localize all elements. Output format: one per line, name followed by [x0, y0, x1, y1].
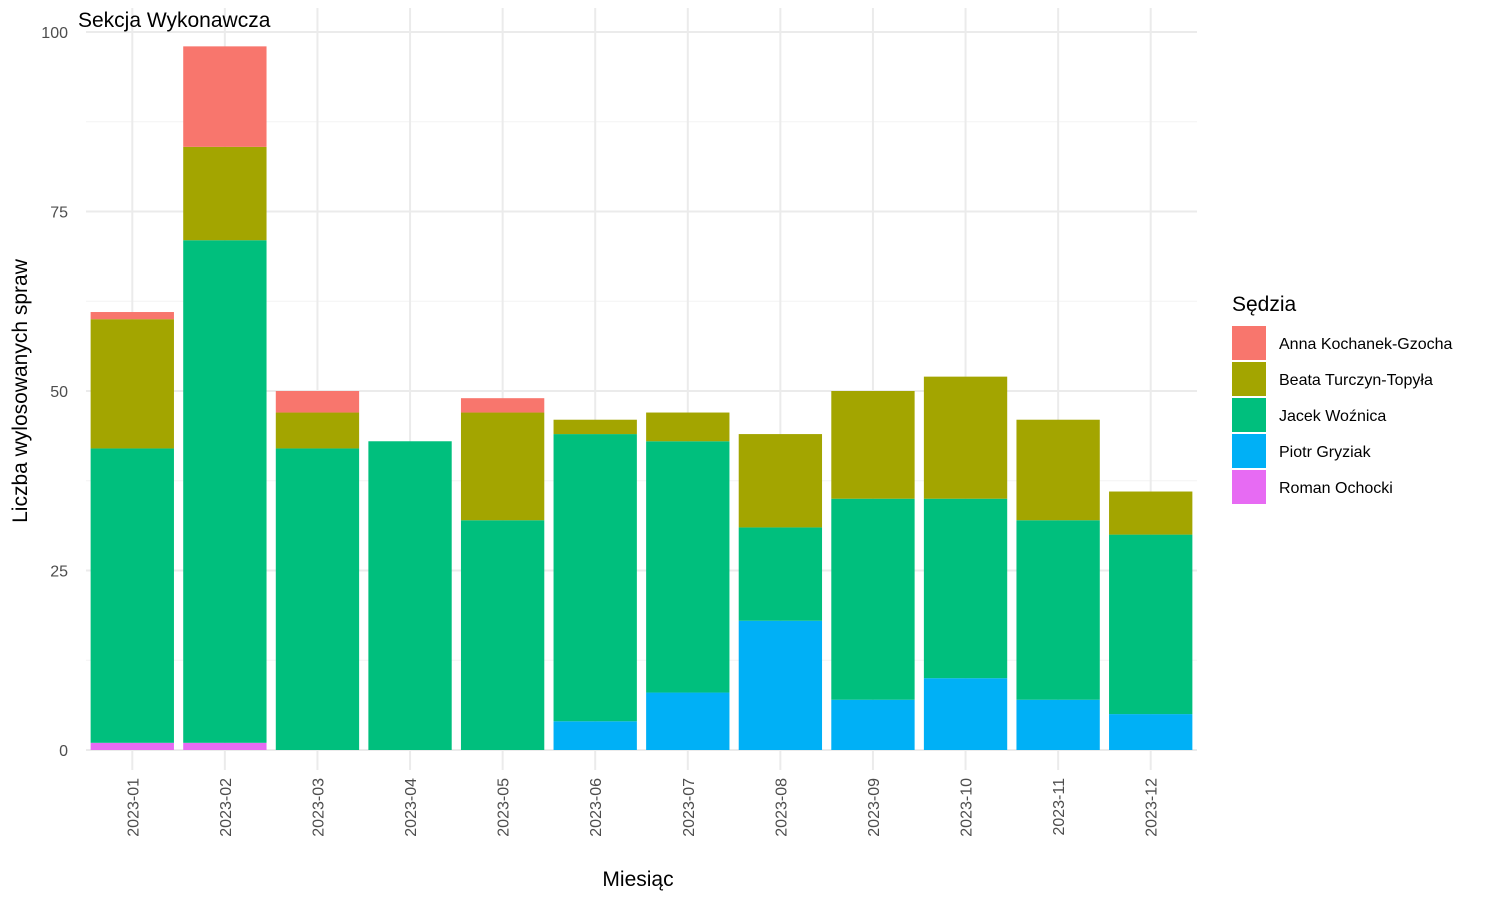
bar-segment: Beata Turczyn-Topyła: 13	[183, 146, 267, 241]
legend-label: Beata Turczyn-Topyła	[1279, 372, 1433, 389]
y-axis-ticks: 0 25 50 75 100	[41, 25, 68, 760]
bar-segment: Beata Turczyn-Topyła: 4	[646, 412, 730, 442]
y-tick-label: 0	[59, 743, 68, 760]
bar-segment: Piotr Gryziak: 8	[646, 692, 730, 750]
bar-segment: Beata Turczyn-Topyła: 2	[553, 419, 637, 435]
bar-segment: Piotr Gryziak: 10	[923, 678, 1008, 750]
legend-swatch	[1232, 362, 1266, 396]
bar-segment: Piotr Gryziak: 7	[831, 699, 915, 750]
y-tick-label: 50	[50, 384, 68, 401]
bar-segment: Beata Turczyn-Topyła: 13	[738, 434, 823, 528]
x-tick-label: 2023-12	[1144, 778, 1161, 837]
bar-segment: Beata Turczyn-Topyła: 14	[1016, 419, 1100, 521]
bar-segment: Anna Kochanek-Gzocha: 2	[460, 398, 545, 413]
bar-segment: Jacek Woźnica: 41	[90, 448, 174, 743]
legend-swatch	[1232, 470, 1266, 504]
legend-label: Piotr Gryziak	[1279, 444, 1372, 461]
legend-title: Sędzia	[1232, 293, 1297, 316]
chart-title: Sekcja Wykonawcza	[78, 9, 271, 32]
bar-segment: Roman Ochocki: 1	[90, 742, 174, 750]
bar-segment: Beata Turczyn-Topyła: 18	[90, 319, 174, 449]
x-tick-label: 2023-11	[1051, 778, 1068, 836]
legend-swatch	[1232, 398, 1266, 432]
y-axis-title: Liczba wylosowanych spraw	[9, 258, 32, 523]
bar-segment: Jacek Woźnica: 32	[460, 520, 545, 750]
bar-segment: Beata Turczyn-Topyła: 17	[923, 376, 1008, 499]
legend-label: Jacek Woźnica	[1279, 408, 1386, 425]
bar-segment: Anna Kochanek-Gzocha: 3	[275, 391, 360, 413]
legend-label: Anna Kochanek-Gzocha	[1279, 336, 1453, 353]
x-axis-title: Miesiąc	[602, 868, 673, 891]
bar-segment: Piotr Gryziak: 4	[553, 721, 637, 750]
legend-swatch	[1232, 326, 1266, 360]
x-tick-label: 2023-01	[125, 778, 142, 837]
bar-segment: Beata Turczyn-Topyła: 15	[460, 412, 545, 521]
legend-swatch	[1232, 434, 1266, 468]
x-tick-label: 2023-04	[403, 778, 420, 837]
x-tick-label: 2023-05	[496, 778, 513, 837]
y-tick-label: 25	[50, 564, 68, 581]
y-tick-label: 75	[50, 205, 68, 222]
y-tick-label: 100	[41, 25, 68, 42]
bar-segment: Anna Kochanek-Gzocha: 1	[90, 312, 174, 320]
bar-segment: Jacek Woźnica: 25	[923, 498, 1008, 679]
x-tick-label: 2023-06	[588, 778, 605, 837]
x-tick-label: 2023-03	[310, 778, 327, 837]
bar-segment: Jacek Woźnica: 70	[183, 240, 267, 743]
bar-segment: Piotr Gryziak: 5	[1109, 714, 1193, 750]
bar-segment: Jacek Woźnica: 13	[738, 527, 823, 621]
bar-segment: Jacek Woźnica: 35	[646, 441, 730, 693]
bar-segment: Jacek Woźnica: 40	[553, 434, 637, 722]
bar-segment: Beata Turczyn-Topyła: 15	[831, 391, 915, 499]
bar-segment: Jacek Woźnica: 43	[368, 441, 452, 750]
x-tick-label: 2023-10	[959, 778, 976, 837]
bar-segment: Anna Kochanek-Gzocha: 14	[183, 46, 267, 147]
bar-segment: Jacek Woźnica: 25	[1016, 520, 1100, 700]
bar-segment: Piotr Gryziak: 18	[738, 620, 823, 750]
legend-label: Roman Ochocki	[1279, 480, 1393, 497]
x-tick-label: 2023-02	[218, 778, 235, 837]
bar-segment: Roman Ochocki: 1	[183, 742, 267, 750]
bar-segment: Piotr Gryziak: 7	[1016, 699, 1100, 750]
bar-segment: Jacek Woźnica: 28	[831, 498, 915, 700]
bar-segment: Jacek Woźnica: 25	[1109, 534, 1193, 715]
x-tick-label: 2023-09	[866, 778, 883, 837]
x-tick-label: 2023-08	[773, 778, 790, 837]
bars: Roman Ochocki: 1Jacek Woźnica: 41Beata T…	[90, 46, 1193, 750]
x-tick-label: 2023-07	[681, 778, 698, 837]
legend: Sędzia Anna Kochanek-Gzocha Beata Turczyn…	[1232, 293, 1453, 504]
bar-segment: Beata Turczyn-Topyła: 5	[275, 412, 360, 449]
x-axis-ticks: 2023-01 2023-02 2023-03 2023-04 2023-05 2023-…	[125, 778, 1160, 837]
bar-segment: Beata Turczyn-Topyła: 6	[1109, 491, 1193, 535]
bar-segment: Jacek Woźnica: 42	[275, 448, 360, 750]
